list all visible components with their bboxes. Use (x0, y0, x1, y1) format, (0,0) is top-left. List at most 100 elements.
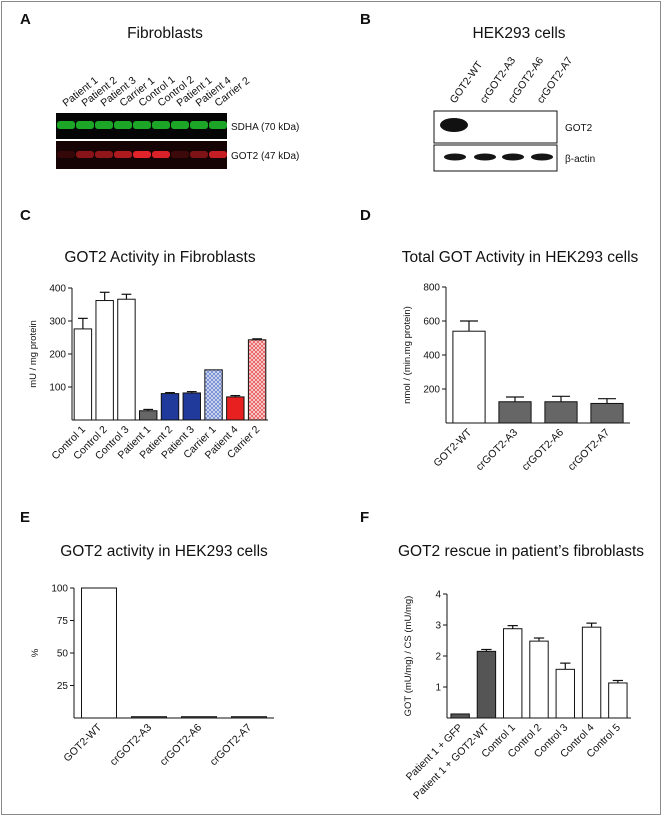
got2-band (133, 151, 151, 158)
got2-band (95, 151, 113, 158)
got2-band (152, 151, 170, 158)
actin-band-label: β-actin (565, 154, 595, 165)
chart-got2-rescue: GOT2 rescue in patient’s fibroblasts 1 2 3 4… (398, 543, 644, 802)
actin-band (502, 153, 524, 161)
y-tick-label: 3 (435, 621, 441, 632)
y-axis-label: mU / mg protein (28, 320, 39, 388)
sdha-band (133, 121, 151, 129)
panel-b-title: HEK293 cells (472, 25, 565, 42)
y-tick-label: 50 (57, 649, 69, 660)
chart-title: GOT2 Activity in Fibroblasts (64, 249, 255, 266)
y-tick-label: 25 (57, 681, 69, 692)
panel-a-title: Fibroblasts (127, 25, 203, 42)
chart-title: Total GOT Activity in HEK293 cells (402, 249, 639, 266)
x-tick-label: crGOT2-A3 (108, 722, 155, 769)
actin-bands (444, 153, 553, 161)
sdha-band (114, 121, 132, 129)
y-tick-label: 100 (49, 383, 66, 394)
x-tick-label: crGOT2-A7 (208, 722, 255, 769)
y-axis-label: GOT (mU/mg) / CS (mU/mg) (403, 596, 414, 717)
bar (555, 668, 575, 719)
y-tick-label: 400 (423, 351, 440, 362)
got2-band (114, 151, 132, 158)
actin-band (531, 153, 553, 161)
chart-title: GOT2 activity in HEK293 cells (60, 543, 268, 560)
bar (139, 410, 158, 421)
bar (231, 716, 267, 719)
bar (503, 628, 523, 719)
bar (81, 587, 117, 719)
x-tick-label: crGOT2-A3 (474, 427, 521, 474)
chart-total-got-activity-hek293: Total GOT Activity in HEK293 cells 200 400… (402, 249, 639, 473)
bar (204, 369, 223, 421)
chart-got2-activity-hek293: GOT2 activity in HEK293 cells 25 50 75 100% G… (30, 543, 274, 768)
bar (117, 298, 136, 421)
y-axis-label: % (30, 648, 41, 657)
y-tick-label: 300 (49, 317, 66, 328)
y-tick-label: 400 (49, 284, 66, 295)
y-tick-label: 4 (435, 590, 441, 601)
got2-band-label-hek: GOT2 (565, 123, 593, 134)
chart-got2-activity-fibroblasts: GOT2 Activity in Fibroblasts 100 200 300 400… (28, 249, 268, 462)
x-tick-label: crGOT2-A7 (566, 427, 613, 474)
panel-letter-b: B (360, 11, 371, 28)
x-tick-label: crGOT2-A6 (520, 427, 567, 474)
sdha-band (95, 121, 113, 129)
bar (247, 339, 267, 421)
bar (498, 401, 532, 424)
sdha-band (209, 121, 227, 129)
bar (529, 640, 549, 719)
y-tick-label: 200 (423, 385, 440, 396)
bar (544, 401, 578, 424)
sdha-band (171, 121, 189, 129)
y-tick-label: 1 (435, 683, 441, 694)
got2-band (171, 151, 189, 158)
bar (590, 402, 624, 424)
sdha-band (57, 121, 75, 129)
panel-b: HEK293 cells GOT2-WTcrGOT2-A3crGOT2-A6cr… (433, 25, 595, 172)
panel-letter-a: A (20, 11, 31, 28)
actin-band (474, 153, 496, 161)
panel-letter-d: D (360, 207, 371, 224)
got2-band (76, 151, 94, 158)
bar (73, 328, 93, 421)
bar (182, 392, 201, 421)
x-tick-label: crGOT2-A6 (158, 722, 205, 769)
bar (226, 396, 245, 421)
y-tick-label: 100 (51, 584, 68, 595)
x-tick-label: GOT2-WT (431, 426, 474, 469)
bar (160, 393, 180, 421)
x-tick-label: GOT2-WT (61, 721, 104, 764)
got2-band-wt (440, 118, 468, 132)
y-tick-label: 75 (57, 616, 69, 627)
got2-band-label-fibroblasts: GOT2 (47 kDa) (231, 151, 299, 162)
got2-band (209, 151, 227, 158)
sdha-band (76, 121, 94, 129)
bar (131, 716, 167, 719)
got2-band (57, 151, 75, 158)
y-tick-label: 200 (49, 350, 66, 361)
panel-letter-e: E (20, 509, 30, 526)
sdha-band (152, 121, 170, 129)
bar (95, 300, 114, 421)
y-tick-label: 800 (423, 283, 440, 294)
sdha-band-label: SDHA (70 kDa) (231, 122, 299, 133)
bar (181, 716, 217, 719)
y-tick-label: 2 (435, 652, 441, 663)
y-tick-label: 600 (423, 317, 440, 328)
sdha-blot (56, 113, 227, 139)
bar (581, 626, 602, 719)
bar (476, 650, 497, 719)
got2-band (190, 151, 208, 158)
bar (452, 330, 486, 424)
chart-title: GOT2 rescue in patient’s fibroblasts (398, 543, 644, 560)
panel-letter-c: C (20, 207, 31, 224)
bar (450, 713, 470, 719)
bar (608, 682, 628, 719)
sdha-band (190, 121, 208, 129)
